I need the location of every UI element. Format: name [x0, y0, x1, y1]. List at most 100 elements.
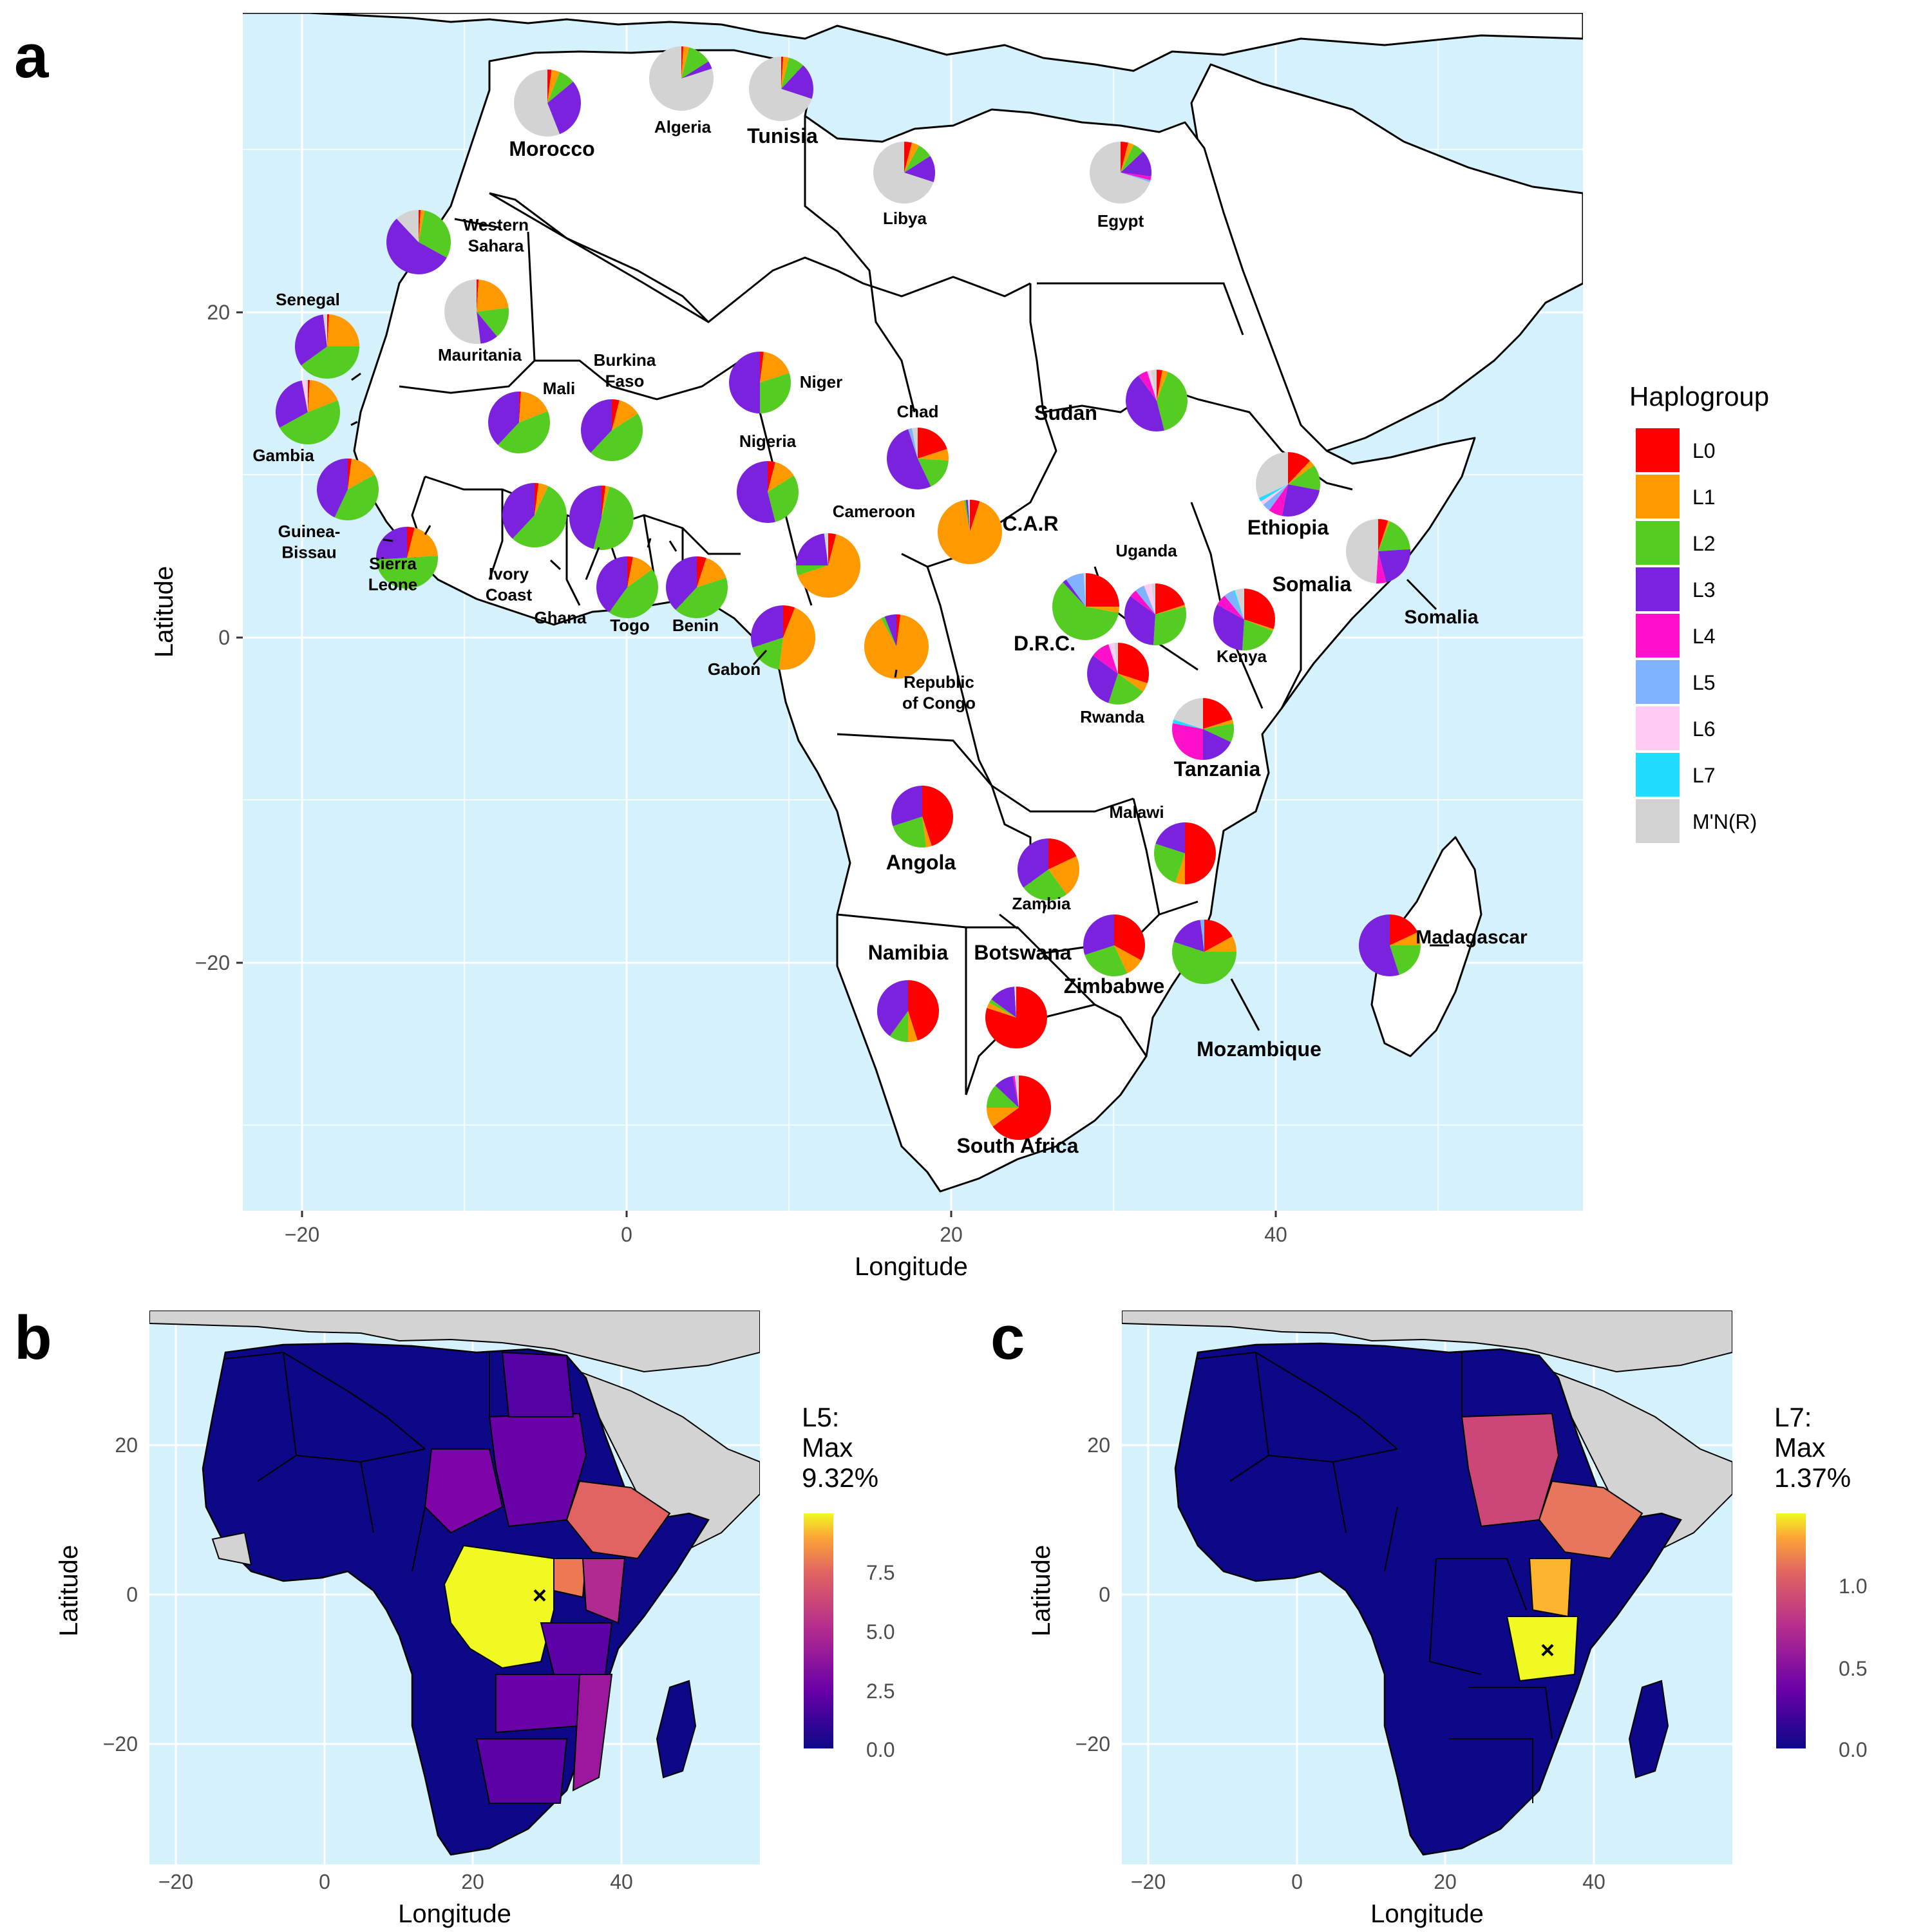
- panel-c-max-marker: ×: [1540, 1637, 1555, 1664]
- pie-slice-niger-l0: [760, 352, 764, 383]
- pie-slice-tanzania-l7: [1172, 719, 1203, 729]
- pie-slice-mali-l1: [519, 392, 548, 422]
- pie-slice-western-sahara-mnr: [396, 210, 419, 242]
- europe-landmass: [243, 13, 1583, 72]
- pie-slice-c-a-r-mnr: [967, 500, 970, 532]
- pie-slice-tanzania-l0: [1203, 698, 1233, 729]
- pie-slice-togo-l2: [609, 569, 658, 618]
- pie-slice-mauritania-l2: [477, 307, 509, 337]
- pie-slice-malawi-l3: [1155, 822, 1185, 853]
- pie-slice-botswana-l2: [989, 999, 1016, 1018]
- panel-b-ytick-3: −20: [103, 1732, 138, 1756]
- pie-slice-ethiopia-l5: [1263, 484, 1288, 511]
- country-label-c-a-r: C.A.R: [1002, 512, 1058, 535]
- panel-b-region-ethiopia: [565, 1480, 671, 1560]
- pie-senegal: [294, 314, 359, 379]
- pie-slice-togo-l3: [596, 556, 627, 612]
- pie-slice-mozambique-l0: [1204, 920, 1233, 952]
- leader-line: [668, 540, 677, 552]
- pie-slice-chad-mnr: [912, 428, 918, 459]
- pie-slice-ethiopia-l1: [1288, 460, 1314, 484]
- pie-d-r-c: [1052, 573, 1119, 640]
- pie-slice-sudan-l1: [1157, 370, 1168, 401]
- panel-b-xtick-4: 40: [610, 1870, 633, 1893]
- pie-slice-south-africa-l4: [1012, 1075, 1019, 1108]
- pie-slice-uganda-mnr: [1151, 583, 1155, 614]
- pie-slice-chad-l3: [886, 429, 931, 490]
- pie-slice-zambia-l0: [1048, 838, 1077, 869]
- pie-slice-gambia-l6: [301, 380, 308, 412]
- pie-slice-kenya-mnr: [1235, 589, 1244, 620]
- panel-b-region-uganda: [553, 1558, 587, 1598]
- panel-b-region-kenya: [582, 1558, 626, 1624]
- pie-slice-nigeria-l3: [736, 461, 775, 524]
- pie-slice-republic-of-congo-l2: [880, 616, 896, 647]
- legend-swatch-l7: [1636, 753, 1680, 797]
- pie-slice-togo-l0: [627, 556, 633, 587]
- pie-slice-botswana-l0: [985, 987, 1048, 1048]
- panel-a-axes: −20 0 20 40 20 0 −20 Longitude Latitude: [150, 301, 1287, 1281]
- country-label-egypt: Egypt: [1097, 211, 1144, 231]
- pie-slice-mali-l0: [519, 391, 522, 422]
- pie-algeria: [649, 46, 714, 111]
- pie-slice-kenya-l4: [1217, 596, 1244, 620]
- pie-namibia: [877, 980, 939, 1042]
- legend-title: Haplogroup: [1629, 381, 1769, 412]
- pie-slice-egypt-l3: [1121, 151, 1151, 177]
- pie-slice-c-a-r-l2: [963, 500, 970, 532]
- country-label-guinea-bissau: Guinea-Bissau: [278, 522, 341, 562]
- country-label-senegal: Senegal: [276, 290, 340, 309]
- country-label-somalia-2: Somalia: [1404, 607, 1478, 628]
- pie-slice-algeria-l3: [681, 61, 712, 79]
- pie-slice-ivory-coast-l1: [535, 483, 549, 515]
- legend-label-l6: L6: [1692, 717, 1716, 741]
- panel-c-axes: −20 0 20 40 20 0 −20 Longitude Latitude: [1027, 1434, 1605, 1928]
- pie-slice-ivory-coast-l3: [502, 483, 535, 539]
- pie-slice-burkina-faso-l1: [612, 400, 638, 430]
- pie-slice-mozambique-l5: [1200, 919, 1204, 952]
- country-label-malawi: Malawi: [1109, 802, 1164, 822]
- pie-slice-cameroon-l1: [797, 534, 861, 598]
- pie-slice-tanzania-l4: [1172, 723, 1203, 760]
- country-label-kenya: Kenya: [1217, 647, 1267, 666]
- pie-kenya: [1213, 589, 1275, 651]
- leader-line: [647, 538, 652, 548]
- country-label-ivory-coast: Ivory Coast: [486, 564, 533, 605]
- panel-b-europe: [149, 1311, 760, 1373]
- pie-slice-kenya-l2: [1242, 620, 1273, 651]
- pie-western-sahara: [386, 210, 451, 274]
- pie-sierra-leone: [375, 527, 439, 589]
- panel-c-scale-title-1: L7:: [1774, 1402, 1812, 1432]
- pie-slice-angola-l0: [922, 786, 953, 846]
- panel-c-colorbar: L7: Max 1.37% 1.0 0.5 0.0: [1774, 1402, 1867, 1761]
- panel-c-xlabel: Longitude: [1370, 1900, 1484, 1928]
- pie-uganda: [1124, 583, 1186, 646]
- pie-slice-morocco-l1: [547, 70, 560, 103]
- panel-a: a: [14, 13, 1583, 1281]
- pie-slice-egypt-l2: [1121, 144, 1143, 173]
- pie-republic-of-congo: [864, 614, 929, 679]
- pie-slice-ethiopia-l7: [1258, 484, 1288, 502]
- panel-b-ytick-2: 0: [126, 1583, 138, 1606]
- panel-c-borders: [1196, 1351, 1553, 1803]
- country-label-namibia: Namibia: [868, 941, 949, 964]
- pie-slice-somalia-l2: [1378, 521, 1410, 551]
- leader-line: [1042, 904, 1047, 914]
- panel-b-label: b: [14, 1303, 52, 1372]
- country-label-mali: Mali: [543, 379, 576, 398]
- pie-slice-senegal-l3: [294, 314, 327, 366]
- country-label-tunisia: Tunisia: [747, 124, 818, 147]
- panel-c-xtick-3: 20: [1434, 1870, 1457, 1893]
- legend-label-l5: L5: [1692, 671, 1716, 694]
- panel-b-colorbar-bar: [804, 1513, 833, 1748]
- country-label-benin: Benin: [672, 616, 719, 635]
- pie-slice-uganda-l3: [1124, 596, 1155, 645]
- panel-a-ytick-2: 0: [218, 626, 230, 649]
- pie-slice-angola-l3: [891, 786, 922, 826]
- pie-slice-senegal-l1: [327, 314, 359, 346]
- legend-swatch-l2: [1636, 521, 1680, 565]
- panel-c-ytick-1: 20: [1087, 1434, 1110, 1457]
- panel-b-region-mozambique: [572, 1674, 613, 1792]
- panel-a-xtick-2: 0: [621, 1223, 632, 1246]
